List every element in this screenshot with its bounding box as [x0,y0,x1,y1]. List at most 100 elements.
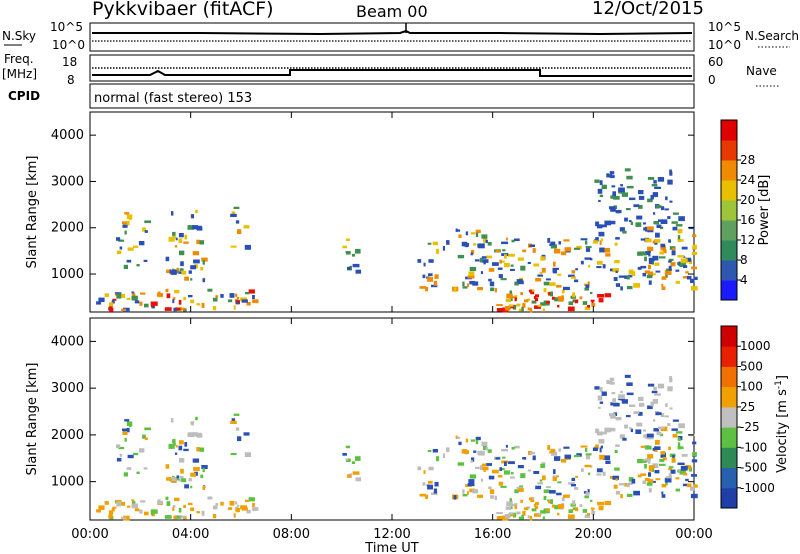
data-cell [683,265,688,268]
data-cell [611,185,616,188]
data-cell [600,238,603,242]
data-cell [610,208,616,212]
data-cell [468,271,475,276]
data-cell [485,463,492,466]
data-cell [166,269,170,274]
data-cell [477,287,483,291]
data-cell [509,304,514,307]
data-cell [671,250,676,256]
data-cell [511,239,515,243]
data-cell [345,445,350,449]
data-cell [171,269,178,274]
data-cell [652,447,655,451]
data-cell [175,444,178,448]
data-cell [664,270,672,275]
data-cell [518,488,524,492]
data-cell [111,300,115,304]
data-cell [595,237,599,242]
data-cell [530,289,535,295]
data-cell [647,198,653,203]
data-cell [678,423,685,429]
data-cell [542,516,545,520]
data-cell [496,308,504,312]
data-cell [652,255,659,261]
data-cell [510,264,514,267]
data-cell [455,435,458,439]
data-cell [646,433,654,438]
data-cell [638,190,644,195]
data-cell [607,174,613,178]
data-cell [124,437,127,442]
data-cell [131,293,136,298]
data-cell [236,504,240,508]
data-cell [551,296,555,300]
data-cell [601,184,607,190]
data-cell [668,265,672,271]
data-cell [234,293,238,297]
data-cell [620,286,623,291]
data-cell [462,494,468,497]
data-cell [355,456,361,461]
data-cell [495,249,500,253]
data-cell [545,509,550,512]
data-cell [542,308,545,312]
data-cell [485,255,492,259]
beam-label: Beam 00 [356,2,428,21]
data-cell [517,257,524,261]
data-cell [553,469,556,475]
data-cell [98,505,105,510]
colorbar-frame [720,119,738,301]
data-cell [144,511,149,516]
data-cell [647,250,651,253]
data-cell [609,175,615,179]
data-cell [575,475,578,478]
data-cell [599,247,605,253]
data-cell [533,296,537,299]
data-cell [612,191,616,197]
data-cell [668,468,672,471]
data-cell [651,467,655,473]
data-cell [235,220,240,224]
colorbar-segment [721,386,737,408]
data-cell [431,284,438,288]
data-cell [510,268,515,271]
data-cell [681,246,688,250]
data-cell [474,259,480,262]
data-cell [531,497,535,500]
data-cell [422,274,426,279]
data-cell [573,247,580,250]
data-cell [472,281,479,286]
data-cell [596,473,602,476]
data-cell [184,442,188,447]
data-cell [651,184,658,187]
data-cell [499,259,502,264]
data-cell [138,448,145,453]
data-cell [168,236,175,242]
data-cell [622,230,627,234]
data-cell [667,423,671,426]
data-cell [659,458,665,462]
data-cell [144,303,149,308]
data-cell [686,483,692,488]
data-cell [598,231,605,237]
data-cell [229,293,235,298]
data-cell [679,263,686,268]
chart-title: Pykkvibaer (fitACF) [92,0,274,20]
data-cell [504,514,511,519]
data-cell [533,471,540,474]
data-cell [643,222,646,225]
data-cell [463,450,469,454]
data-cell [690,486,695,491]
data-cell [462,489,465,494]
data-cell [140,292,146,295]
data-cell [642,460,647,463]
colorbar-segment [721,180,737,201]
data-cell [171,477,178,481]
data-cell [202,278,205,283]
data-cell [629,197,636,201]
data-cell [230,420,237,424]
velocity-y-ticks: 1000 2000 3000 4000 [51,334,694,490]
data-cell [427,277,433,282]
data-cell [590,499,593,502]
data-cell [467,483,475,487]
